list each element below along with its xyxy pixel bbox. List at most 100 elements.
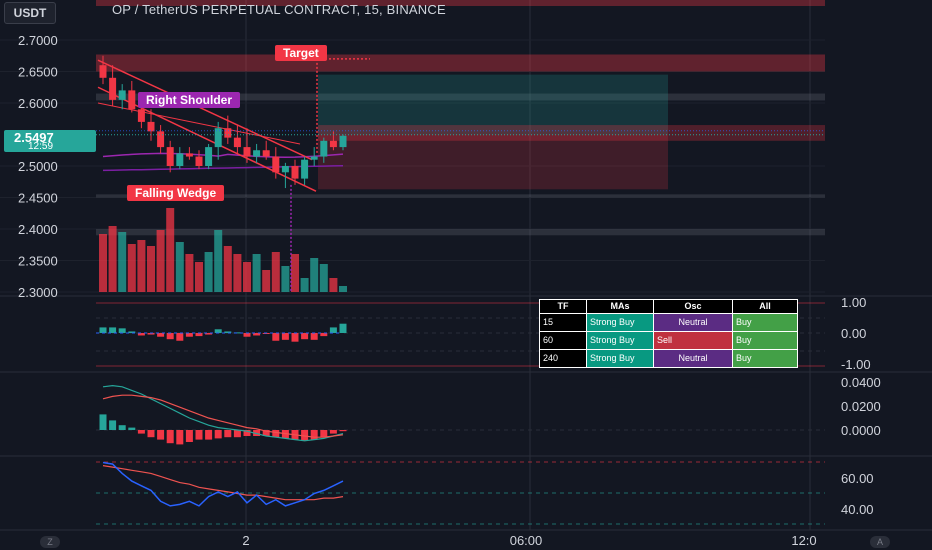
rsi-line	[102, 461, 344, 507]
osc1-bar	[214, 329, 222, 333]
osc2-line-a	[102, 384, 344, 442]
auto-scale-button[interactable]: A	[870, 536, 890, 548]
osc2-bar	[137, 430, 145, 434]
price-tick-label: 2.7000	[18, 33, 58, 48]
osc2-bar	[147, 430, 155, 438]
price-tick-label: 2.4000	[18, 222, 58, 237]
header-tf: TF	[539, 299, 587, 314]
osc1-bar	[118, 328, 126, 333]
time-tick-label: 2	[242, 533, 249, 548]
osc2-bar	[262, 430, 270, 436]
volume-bar	[147, 246, 155, 292]
header-all: All	[732, 299, 798, 314]
osc2-bar	[176, 430, 184, 445]
osc2-bar	[243, 430, 251, 436]
bar-countdown: 12:59	[28, 141, 54, 152]
osc1-bar	[329, 327, 337, 333]
osc2-bar	[233, 430, 241, 438]
osc-cell: Neutral	[653, 313, 733, 332]
candle-body	[262, 150, 270, 157]
zone-stop-box	[318, 134, 668, 190]
osc2-tick-label: 0.0400	[841, 375, 881, 390]
volume-bar	[310, 258, 319, 292]
candle-body	[233, 137, 241, 148]
candle-body	[109, 77, 117, 100]
chart-title: OP / TetherUS PERPETUAL CONTRACT, 15, BI…	[112, 2, 446, 17]
right-shoulder-label[interactable]: Right Shoulder	[138, 92, 240, 108]
osc1-bar	[320, 333, 328, 337]
volume-bar	[300, 278, 309, 292]
candle-body	[310, 156, 318, 160]
current-price-badge: 2.5497 12:59	[4, 130, 96, 152]
time-tick-label: 12:0	[791, 533, 816, 548]
candle-body	[320, 140, 328, 157]
price-tick-label: 2.6500	[18, 65, 58, 80]
osc1-bar	[137, 333, 145, 336]
tf-cell: 60	[539, 331, 587, 350]
osc1-tick-label: 0.00	[841, 326, 866, 341]
candle-body	[272, 156, 280, 173]
osc1-bar	[243, 333, 251, 337]
current-price: 2.5497	[14, 130, 54, 145]
volume-bar	[195, 262, 203, 292]
all-cell: Buy	[732, 331, 798, 350]
currency-button[interactable]: USDT	[4, 2, 56, 24]
volume-bar	[185, 254, 194, 292]
zone-level	[96, 194, 825, 198]
volume-bar	[127, 244, 136, 292]
wedge-upper-line	[97, 59, 313, 161]
osc-cell: Sell	[653, 331, 733, 350]
falling-wedge-label[interactable]: Falling Wedge	[127, 185, 225, 201]
candle-body	[128, 90, 136, 110]
volume-bar	[108, 226, 117, 292]
osc1-bar	[109, 327, 117, 333]
target-label[interactable]: Target	[275, 45, 327, 61]
volume-bar	[175, 242, 184, 292]
volume-bar	[99, 234, 107, 292]
signal-table: TF MAs Osc All 15 Strong Buy Neutral Buy…	[539, 299, 798, 368]
volume-bar	[339, 286, 347, 292]
time-tick-label: 06:00	[510, 533, 543, 548]
volume-bar	[156, 230, 165, 292]
candle-body	[253, 150, 261, 157]
volume-layer	[99, 208, 347, 292]
table-row: 15 Strong Buy Neutral Buy	[539, 313, 798, 332]
osc2-bar	[310, 430, 318, 440]
osc1-tick-label: -1.00	[841, 357, 871, 372]
candle-body	[166, 147, 174, 166]
candle-body	[301, 159, 309, 179]
osc1-bar	[310, 333, 318, 340]
volume-bar	[166, 208, 175, 292]
ma-line-fast	[102, 152, 344, 158]
table-row: 240 Strong Buy Neutral Buy	[539, 349, 798, 368]
osc2-tick-label: 0.0200	[841, 399, 881, 414]
osc1-bar	[166, 333, 174, 340]
osc2-bar	[166, 430, 174, 444]
osc1-bar	[147, 333, 155, 335]
volume-bar	[204, 252, 213, 292]
zone-entry	[318, 125, 825, 141]
volume-bar	[271, 252, 280, 292]
candle-body	[176, 153, 184, 166]
candle-body	[99, 65, 107, 78]
osc2-bar	[128, 427, 136, 430]
osc1-bar	[272, 333, 280, 341]
osc2-bar	[329, 430, 337, 434]
price-tick-label: 2.5000	[18, 159, 58, 174]
tf-cell: 15	[539, 313, 587, 332]
candle-body	[157, 131, 165, 148]
price-tick-label: 2.4500	[18, 191, 58, 206]
osc1-bar	[253, 333, 261, 336]
volume-bar	[223, 246, 232, 292]
volume-bar	[243, 262, 251, 292]
zone-top-strip	[96, 0, 825, 6]
osc2-bar	[99, 414, 107, 430]
osc2-bar	[157, 430, 165, 440]
zone-level	[96, 93, 825, 101]
osc2-bar	[272, 430, 280, 438]
zoom-button[interactable]: Z	[40, 536, 60, 548]
candle-body	[281, 166, 289, 173]
price-tick-label: 2.6000	[18, 96, 58, 111]
